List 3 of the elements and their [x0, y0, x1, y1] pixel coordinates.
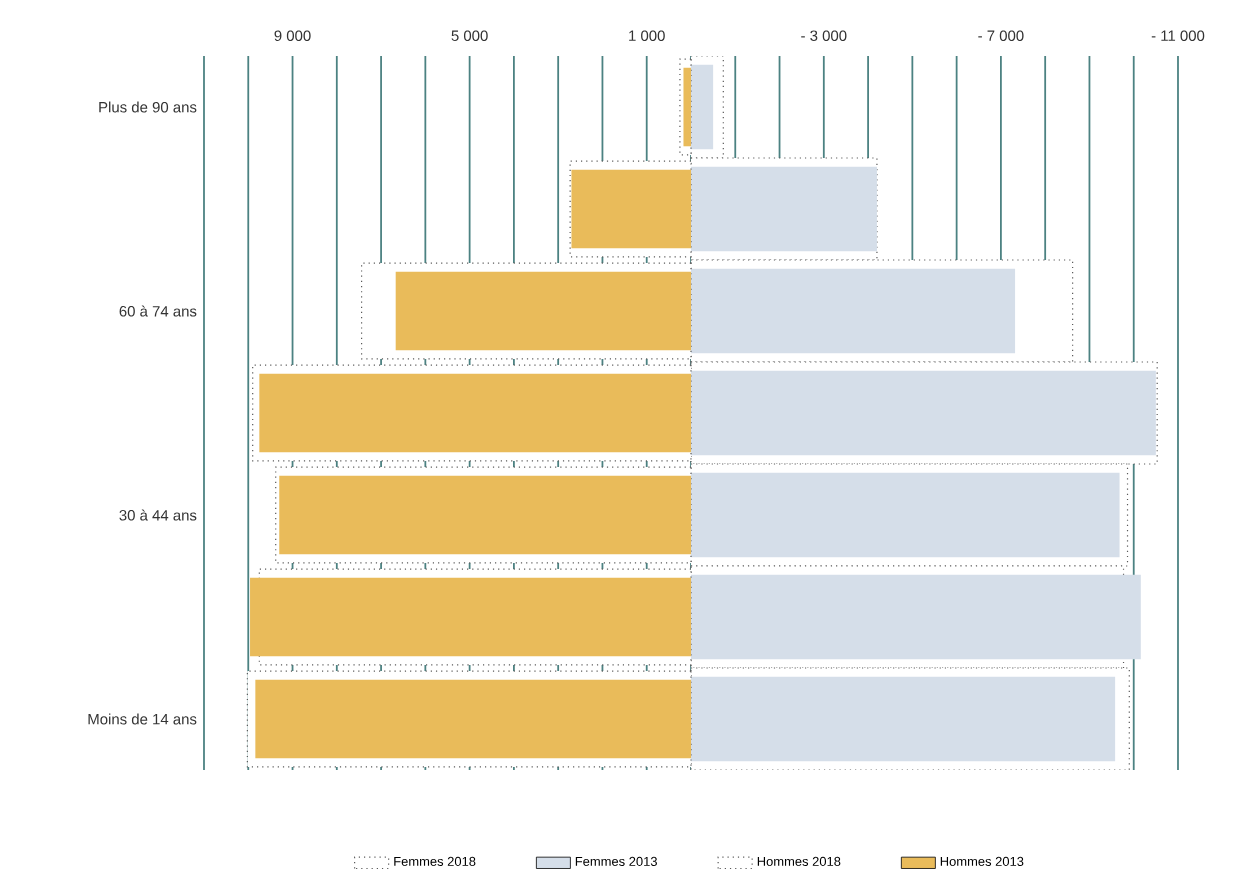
- bar: [690, 268, 1016, 354]
- bar: [690, 574, 1141, 660]
- bar: [395, 271, 691, 351]
